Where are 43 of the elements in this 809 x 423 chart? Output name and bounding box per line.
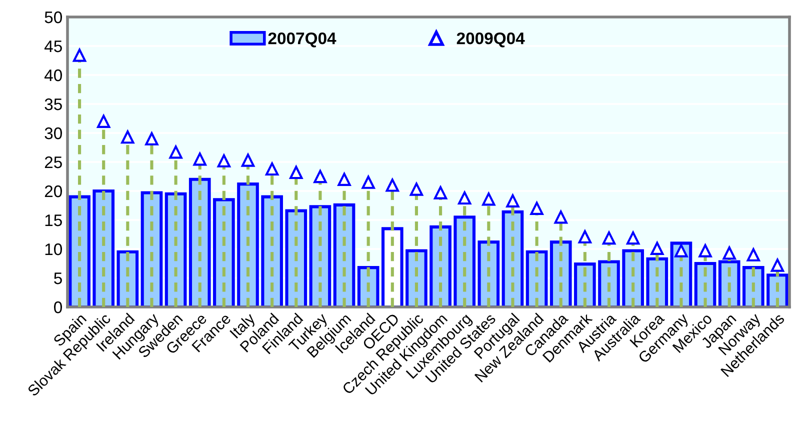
point <box>650 242 664 256</box>
point <box>217 154 231 168</box>
point <box>458 191 472 205</box>
point <box>602 231 616 245</box>
point <box>626 231 640 245</box>
point <box>314 170 327 184</box>
point <box>770 258 784 272</box>
point <box>290 166 303 180</box>
legend-label: 2009Q04 <box>456 32 525 48</box>
point <box>434 186 448 200</box>
point <box>97 114 110 128</box>
point <box>193 152 206 166</box>
point <box>722 246 736 260</box>
point <box>530 202 544 215</box>
y-tick-label: 50 <box>44 11 62 24</box>
y-tick-label: 35 <box>44 98 62 110</box>
point <box>241 154 255 167</box>
point <box>746 248 760 262</box>
point <box>121 130 134 144</box>
legend-label: 2007Q04 <box>268 32 336 48</box>
point <box>72 48 86 62</box>
y-tick-label: 15 <box>45 214 62 226</box>
y-tick-label: 45 <box>44 40 62 52</box>
point <box>169 146 182 159</box>
point <box>386 178 399 192</box>
point <box>362 176 375 189</box>
point <box>578 230 592 244</box>
y-tick-label: 25 <box>44 156 62 168</box>
y-tick-label: 10 <box>45 243 62 256</box>
point <box>265 162 279 176</box>
point <box>698 244 712 258</box>
point <box>338 172 351 186</box>
point <box>674 244 688 258</box>
y-tick-label: 40 <box>44 69 62 82</box>
y-tick-label: 0 <box>54 301 62 314</box>
y-tick-label: 5 <box>54 272 62 284</box>
point <box>145 132 158 146</box>
point <box>410 182 424 196</box>
y-tick-label: 20 <box>44 185 62 198</box>
point <box>554 210 568 224</box>
point <box>482 192 496 206</box>
point <box>506 194 520 208</box>
y-tick-label: 30 <box>44 127 62 140</box>
